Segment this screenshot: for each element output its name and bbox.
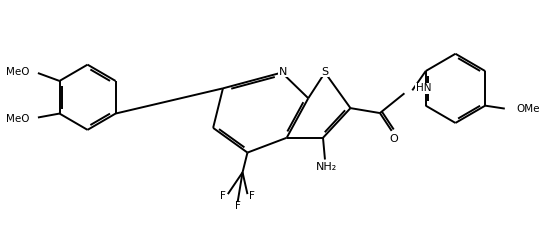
Text: F: F — [250, 191, 256, 201]
Text: HN: HN — [416, 83, 432, 93]
Text: O: O — [389, 134, 398, 144]
Text: MeO: MeO — [6, 114, 29, 123]
Text: N: N — [279, 67, 287, 77]
Text: NH₂: NH₂ — [316, 162, 338, 173]
Text: S: S — [321, 67, 328, 77]
Text: F: F — [235, 201, 241, 211]
Text: OMe: OMe — [517, 104, 540, 114]
Text: MeO: MeO — [6, 67, 29, 77]
Text: F: F — [220, 191, 226, 201]
